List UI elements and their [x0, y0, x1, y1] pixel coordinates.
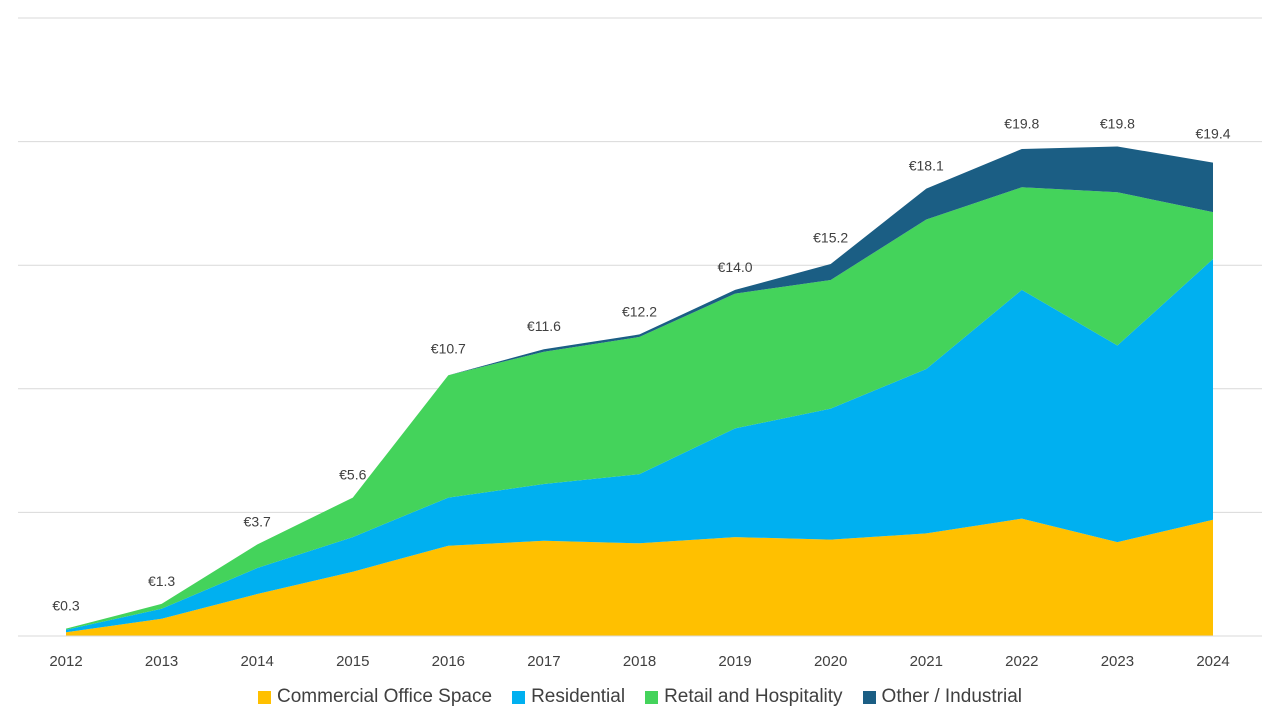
x-tick-label: 2014	[240, 653, 273, 670]
total-data-label: €3.7	[244, 514, 271, 530]
legend-label: Residential	[531, 686, 626, 707]
x-tick-label: 2013	[145, 653, 178, 670]
legend-swatch-retail	[645, 690, 659, 704]
x-tick-label: 2015	[336, 653, 369, 670]
legend-swatch-residential	[512, 690, 526, 704]
x-tick-label: 2020	[814, 653, 847, 670]
legend-label: Commercial Office Space	[277, 686, 493, 707]
total-data-label: €10.7	[431, 340, 466, 356]
total-data-label: €19.8	[1004, 116, 1039, 132]
legend: Commercial Office Space Residential Reta…	[0, 686, 1280, 708]
x-tick-label: 2022	[1005, 653, 1038, 670]
x-tick-label: 2017	[527, 653, 560, 670]
legend-item-retail-and-hospitality[interactable]: Retail and Hospitality	[645, 686, 843, 708]
total-data-label: €11.6	[527, 318, 561, 334]
legend-label: Retail and Hospitality	[664, 686, 843, 707]
legend-swatch-commercial	[258, 690, 271, 704]
legend-swatch-other	[862, 690, 876, 704]
x-tick-label: 2021	[910, 653, 943, 670]
area-series-commercial-office-space	[66, 518, 1213, 636]
legend-label: Other / Industrial	[881, 686, 1022, 707]
total-data-label: €12.2	[622, 303, 657, 319]
total-data-label: €19.4	[1195, 125, 1230, 141]
x-tick-label: 2012	[49, 653, 82, 670]
total-data-label: €1.3	[148, 573, 175, 589]
legend-item-residential[interactable]: Residential	[512, 686, 625, 708]
total-data-label: €19.8	[1100, 116, 1135, 132]
total-data-label: €15.2	[813, 229, 848, 245]
x-tick-label: 2019	[718, 653, 751, 670]
area-series-retail-and-hospitality	[66, 187, 1213, 630]
total-data-label: €0.3	[52, 598, 79, 614]
area-series-residential	[66, 259, 1213, 633]
x-tick-label: 2018	[623, 653, 656, 670]
x-tick-label: 2023	[1101, 653, 1134, 670]
x-tick-label: 2016	[432, 653, 465, 670]
total-data-label: €14.0	[718, 259, 753, 275]
total-data-label: €5.6	[339, 467, 366, 483]
x-tick-label: 2024	[1196, 653, 1229, 670]
legend-item-other-industrial[interactable]: Other / Industrial	[862, 686, 1022, 708]
legend-item-commercial-office-space[interactable]: Commercial Office Space	[258, 686, 492, 708]
total-data-label: €18.1	[909, 158, 944, 174]
